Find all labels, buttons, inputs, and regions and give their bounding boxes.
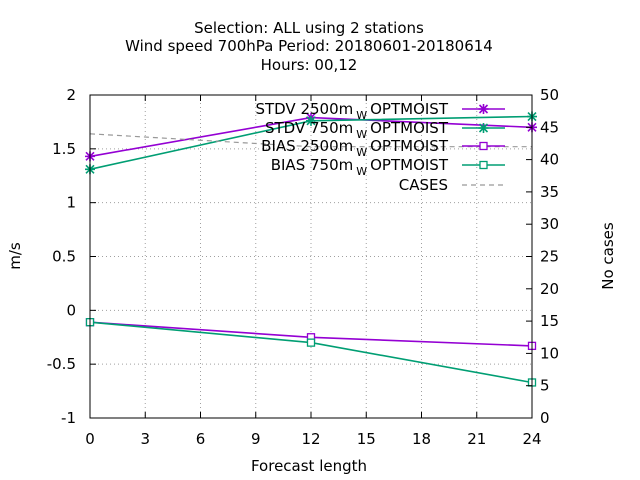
legend-entry-5: CASES: [399, 176, 505, 194]
series-5: [89, 133, 532, 148]
legend-entry-1: STDV 2500m W OPTMOIST: [255, 100, 505, 122]
legend-label: STDV 750m W OPTMOIST: [265, 119, 449, 141]
legend-subscript: W: [356, 165, 367, 178]
x-tick-label: 6: [196, 430, 206, 448]
y2-tick-label: 0: [540, 409, 550, 427]
legend-name: CASES: [399, 176, 448, 194]
legend-name: BIAS 2500m: [261, 137, 353, 155]
legend-entry-3: BIAS 2500m W OPTMOIST: [261, 137, 505, 159]
legend-name: STDV 2500m: [255, 100, 353, 118]
legend-suffix: OPTMOIST: [370, 119, 449, 137]
legend-suffix: OPTMOIST: [370, 156, 449, 174]
legend-label: BIAS 2500m W OPTMOIST: [261, 137, 449, 159]
y2-tick-label: 50: [540, 86, 559, 104]
y-tick-label: 1: [66, 194, 76, 212]
y2-tick-label: 45: [540, 118, 559, 136]
chart-title-line-1: Selection: ALL using 2 stations: [194, 19, 424, 37]
legend-suffix: OPTMOIST: [370, 100, 449, 118]
x-tick-label: 0: [85, 430, 95, 448]
y2-tick-label: 20: [540, 280, 559, 298]
x-tick-label: 15: [357, 430, 376, 448]
y-tick-label: 1.5: [52, 140, 76, 158]
legend-marker: [478, 104, 489, 114]
legend-subscript: W: [356, 128, 367, 141]
y2-tick-label: 15: [540, 312, 559, 330]
legend-name: STDV 750m: [265, 119, 353, 137]
legend-marker: [479, 160, 488, 170]
y-tick-label: 0: [66, 301, 76, 319]
x-axis-label: Forecast length: [251, 457, 367, 475]
data-point: [306, 115, 316, 126]
x-tick-label: 21: [467, 430, 486, 448]
y2-tick-label: 30: [540, 215, 559, 233]
axis-ticks: 0 3 6 9 12 15 18 21 24-1-0.500.511.5205101520253…: [47, 86, 559, 448]
legend-suffix: OPTMOIST: [370, 137, 449, 155]
y2-tick-label: 5: [540, 377, 550, 395]
legend-marker: [478, 123, 489, 133]
chart-title-line-3: Hours: 00,12: [261, 56, 358, 74]
legend-label: CASES: [399, 176, 448, 194]
y-tick-label: -1: [61, 409, 76, 427]
data-point: [306, 338, 316, 347]
y-axis-label: m/s: [6, 242, 24, 270]
legend-entry-4: BIAS 750m W OPTMOIST: [271, 156, 505, 178]
y2-tick-label: 10: [540, 344, 559, 362]
y-tick-label: 2: [66, 86, 76, 104]
x-tick-label: 3: [140, 430, 150, 448]
y2-tick-label: 40: [540, 151, 559, 169]
grid: [90, 95, 532, 418]
y2-tick-label: 25: [540, 248, 559, 266]
legend-subscript: W: [356, 109, 367, 122]
chart-title-line-2: Wind speed 700hPa Period: 20180601-20180…: [125, 37, 493, 55]
legend-entry-2: STDV 750m W OPTMOIST: [265, 119, 505, 141]
x-tick-label: 9: [251, 430, 261, 448]
series-line: [89, 133, 532, 148]
legend-marker: [479, 141, 488, 151]
y2-tick-label: 35: [540, 183, 559, 201]
x-tick-label: 12: [301, 430, 320, 448]
x-tick-label: 24: [522, 430, 541, 448]
legend-name: BIAS 750m: [271, 156, 354, 174]
legend-label: BIAS 750m W OPTMOIST: [271, 156, 449, 178]
x-tick-label: 18: [412, 430, 431, 448]
legend-subscript: W: [356, 146, 367, 159]
y-tick-label: -0.5: [47, 355, 76, 373]
y-tick-label: 0.5: [52, 248, 76, 266]
legend-label: STDV 2500m W OPTMOIST: [255, 100, 448, 122]
y2-axis-label: No cases: [599, 222, 617, 290]
